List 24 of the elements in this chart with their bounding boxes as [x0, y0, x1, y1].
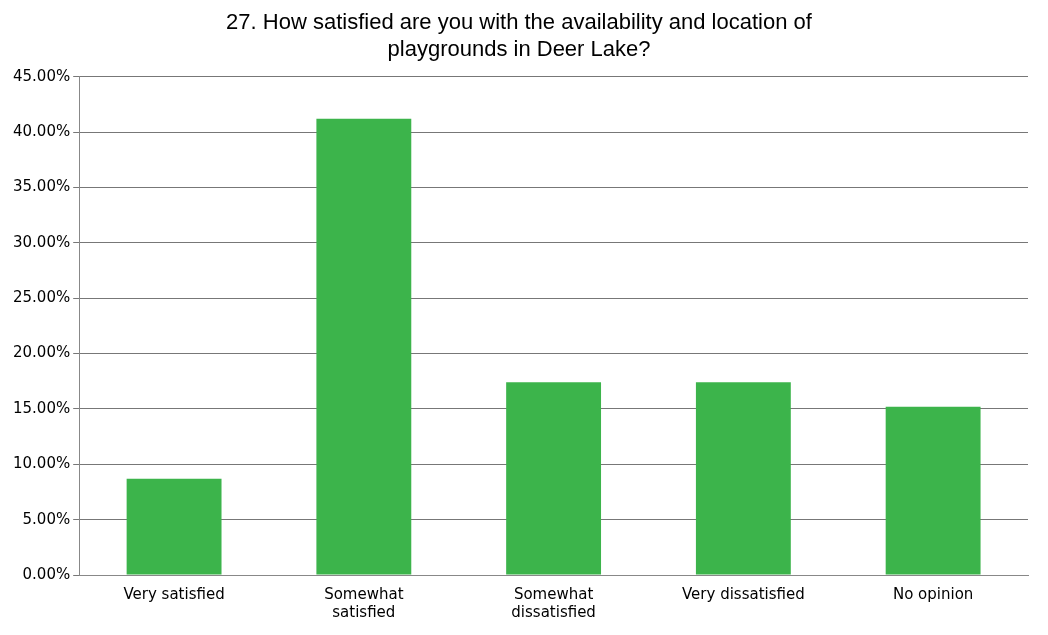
y-tick-label: 0.00%: [22, 564, 71, 583]
category-label: No opinion: [892, 584, 974, 603]
y-tick-label: 25.00%: [12, 288, 71, 307]
y-tick-label: 45.00%: [12, 66, 71, 85]
y-tick-label: 10.00%: [12, 454, 71, 473]
text: 27. How satisfied are you with the availability and location of: [226, 9, 812, 35]
category-label: satisfied: [332, 602, 396, 621]
category-label: Very satisfied: [123, 584, 225, 603]
category-label: dissatisfied: [511, 602, 596, 621]
y-tick-label: 40.00%: [12, 122, 71, 141]
y-tick-label: 20.00%: [12, 343, 71, 362]
category-label: Somewhat: [513, 584, 594, 603]
bar: [695, 382, 791, 575]
y-tick-label: 15.00%: [12, 398, 71, 417]
bar: [126, 478, 222, 575]
y-tick-label: 35.00%: [12, 177, 71, 196]
bar: [316, 118, 412, 575]
category-label: Somewhat: [324, 584, 404, 603]
text: playgrounds in Deer Lake?: [387, 35, 651, 61]
y-tick-label: 30.00%: [12, 232, 71, 251]
category-label: Very dissatisfied: [682, 584, 805, 603]
bar: [506, 382, 602, 575]
y-tick-label: 5.00%: [22, 509, 71, 528]
bar: [885, 406, 981, 575]
